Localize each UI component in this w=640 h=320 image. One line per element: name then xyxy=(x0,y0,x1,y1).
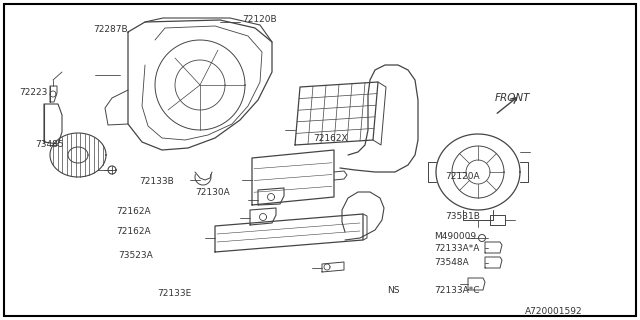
Text: 72133E: 72133E xyxy=(157,289,191,298)
Text: 72162X: 72162X xyxy=(314,134,348,143)
Text: FRONT: FRONT xyxy=(495,93,531,103)
Text: 72162A: 72162A xyxy=(116,227,151,236)
Text: 73531B: 73531B xyxy=(445,212,479,221)
Text: 72162A: 72162A xyxy=(116,207,151,216)
Text: 72130A: 72130A xyxy=(195,188,230,197)
Text: 72120A: 72120A xyxy=(445,172,479,181)
Text: NS: NS xyxy=(387,286,400,295)
Text: 72133A*C: 72133A*C xyxy=(434,286,479,295)
Text: 72133A*A: 72133A*A xyxy=(434,244,479,253)
Text: 73523A: 73523A xyxy=(118,251,153,260)
Text: M490009: M490009 xyxy=(434,232,476,241)
Text: 72120B: 72120B xyxy=(242,15,276,24)
Text: 73548A: 73548A xyxy=(434,258,468,267)
Text: 72287B: 72287B xyxy=(93,25,127,34)
Text: 72223: 72223 xyxy=(19,88,47,97)
Text: A720001592: A720001592 xyxy=(525,308,582,316)
Text: 72133B: 72133B xyxy=(140,177,174,186)
Text: 73485: 73485 xyxy=(35,140,64,149)
